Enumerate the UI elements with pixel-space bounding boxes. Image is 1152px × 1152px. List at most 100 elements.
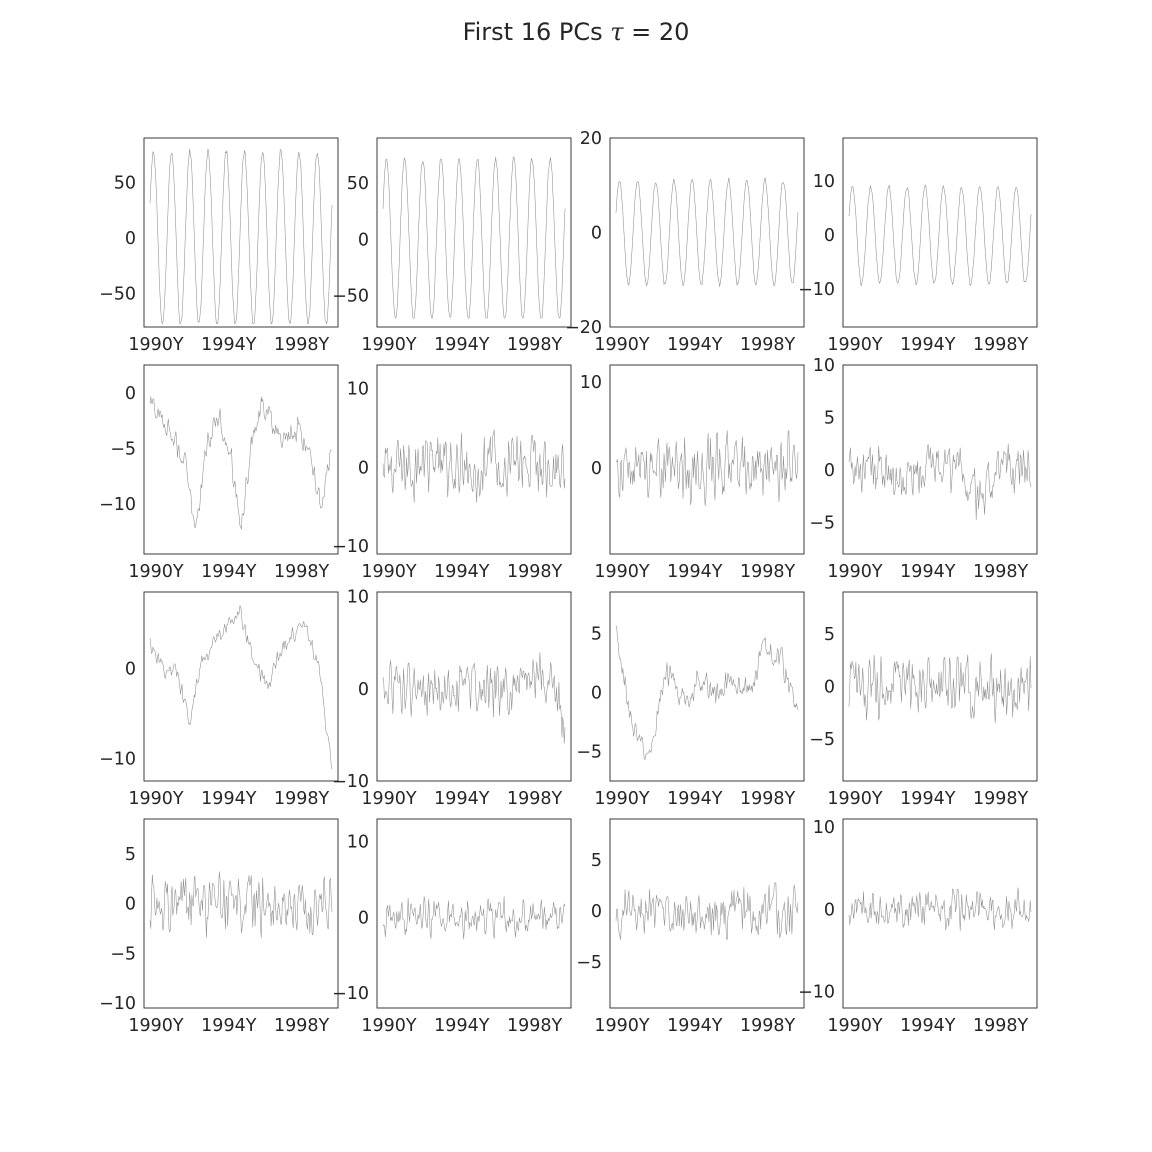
y-tick-label: 0 [358,230,369,250]
x-tick-label: 1994Y [667,1016,723,1036]
x-tick-label: 1998Y [740,562,796,582]
pc-panel-6: 10 0 −10 1990Y 1994Y 1998Y [332,364,572,582]
y-tick-label: −10 [798,983,835,1003]
y-tick-label: 0 [125,229,136,249]
pc-series-line [149,148,333,324]
x-tick-label: 1998Y [274,1016,330,1036]
x-tick-label: 1998Y [973,562,1029,582]
x-tick-label: 1990Y [594,562,650,582]
pc-panel-16: 10 0 −10 1990Y 1994Y 1998Y [798,818,1038,1036]
pc-series-line [382,652,566,744]
y-tick-label: 10 [347,588,369,608]
y-tick-label: 0 [358,908,369,928]
y-tick-label: 0 [358,458,369,478]
y-tick-label: 10 [347,380,369,400]
x-tick-label: 1998Y [507,1016,563,1036]
x-tick-label: 1990Y [361,1016,417,1036]
x-tick-label: 1990Y [361,562,417,582]
panel-frame [842,137,1038,328]
x-tick-label: 1994Y [201,562,257,582]
pc-panel-15: 5 0 −5 1990Y 1994Y 1998Y [576,818,805,1036]
y-tick-label: 5 [591,851,602,871]
x-tick-label: 1994Y [667,789,723,809]
x-tick-label: 1990Y [827,562,883,582]
x-tick-label: 1994Y [900,335,956,355]
x-tick-label: 1990Y [827,335,883,355]
y-tick-label: −20 [565,318,602,338]
y-tick-label: −10 [99,750,136,770]
pc-panel-12: 5 0 −5 1990Y 1994Y 1998Y [809,591,1038,809]
y-tick-label: −5 [809,730,835,750]
y-tick-label: 0 [125,660,136,680]
panel-frame [609,591,805,782]
x-tick-label: 1998Y [973,1016,1029,1036]
figure-title-text: First 16 PCs [462,18,611,46]
panel-frame [376,364,572,555]
x-tick-label: 1994Y [667,335,723,355]
panel-frame [143,591,339,782]
y-tick-label: 0 [125,895,136,915]
x-tick-label: 1990Y [594,335,650,355]
y-tick-label: 0 [125,384,136,404]
y-tick-label: 10 [580,373,602,393]
x-tick-label: 1994Y [201,789,257,809]
y-tick-label: 0 [824,678,835,698]
x-tick-label: 1990Y [361,789,417,809]
x-tick-label: 1994Y [434,789,490,809]
pc-series-line [149,605,333,770]
x-tick-label: 1990Y [128,562,184,582]
y-tick-label: −5 [110,439,136,459]
x-tick-label: 1990Y [827,789,883,809]
y-tick-label: −10 [99,994,136,1014]
y-tick-label: 0 [591,902,602,922]
pc-panel-9: 0 −10 1990Y 1994Y 1998Y [99,591,339,809]
pc-series-line [382,156,566,319]
y-tick-label: −50 [99,285,136,305]
panel-frame [376,818,572,1009]
y-tick-label: −5 [110,944,136,964]
x-tick-label: 1998Y [274,562,330,582]
x-tick-label: 1990Y [594,789,650,809]
x-tick-label: 1994Y [900,789,956,809]
x-tick-label: 1998Y [973,789,1029,809]
pc-series-line [615,430,799,506]
y-tick-label: 0 [824,461,835,481]
x-tick-label: 1994Y [434,1016,490,1036]
pc-panel-1: 50 0 −50 1990Y 1994Y 1998Y [99,137,339,355]
pc-series-line [382,429,566,503]
y-tick-label: −5 [576,953,602,973]
y-tick-label: −5 [576,742,602,762]
pc-panel-8: 10 5 0 −5 1990Y 1994Y 1998Y [809,356,1038,582]
y-tick-label: −10 [332,984,369,1004]
x-tick-label: 1990Y [827,1016,883,1036]
y-tick-label: 0 [591,224,602,244]
x-tick-label: 1998Y [507,562,563,582]
figure-title-value: = 20 [623,18,690,46]
pc-series-line [615,882,799,940]
figure-title: First 16 PCs τ = 20 [0,18,1152,46]
y-tick-label: 0 [591,683,602,703]
x-tick-label: 1990Y [128,335,184,355]
panel-frame [143,818,339,1009]
pc-series-line [848,184,1032,287]
x-tick-label: 1998Y [740,335,796,355]
y-tick-label: −10 [332,537,369,557]
x-tick-label: 1998Y [740,1016,796,1036]
pc-series-line [149,396,333,530]
pc-panel-11: 5 0 −5 1990Y 1994Y 1998Y [576,591,805,809]
y-tick-label: 50 [114,173,136,193]
y-tick-label: −10 [798,280,835,300]
pc-series-line [848,653,1032,724]
pc-series-line [382,896,566,940]
x-tick-label: 1994Y [434,562,490,582]
panel-frame [143,364,339,555]
pc-series-line [615,177,799,287]
y-tick-label: 10 [813,818,835,838]
x-tick-label: 1998Y [274,789,330,809]
y-tick-label: 20 [580,129,602,149]
pc-series-line [848,443,1032,520]
y-tick-label: −10 [99,495,136,515]
